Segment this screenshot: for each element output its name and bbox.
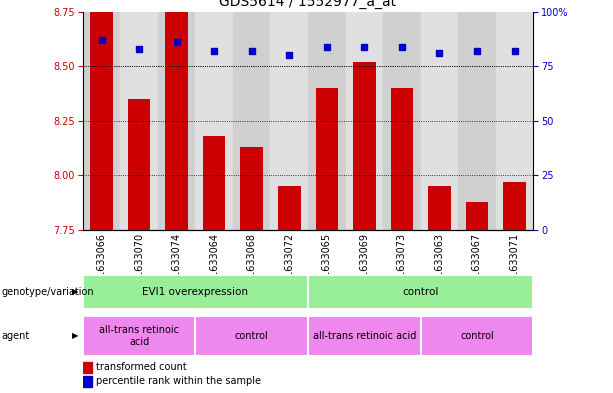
Point [472,48,482,54]
Text: all-trans retinoic
acid: all-trans retinoic acid [99,325,179,347]
Point [359,44,369,50]
Title: GDS5614 / 1552977_a_at: GDS5614 / 1552977_a_at [219,0,397,9]
Point [322,44,332,50]
Bar [278,186,300,230]
Bar [316,88,338,230]
Bar [158,12,196,230]
Bar [353,62,376,230]
Text: percentile rank within the sample: percentile rank within the sample [96,376,261,386]
Text: EVI1 overexpression: EVI1 overexpression [142,287,248,297]
Text: transformed count: transformed count [96,362,187,372]
Text: all-trans retinoic acid: all-trans retinoic acid [313,331,416,341]
Bar [83,376,92,387]
Bar [458,12,496,230]
Text: agent: agent [1,331,29,341]
Bar [346,12,383,230]
Bar [83,275,308,309]
Bar [308,275,533,309]
Bar [120,12,158,230]
Point [172,39,181,46]
Text: genotype/variation: genotype/variation [1,287,94,297]
Point [509,48,519,54]
Bar [308,316,421,356]
Bar [503,182,526,230]
Bar [270,12,308,230]
Bar [421,12,458,230]
Point [209,48,219,54]
Bar [233,12,270,230]
Bar [421,316,533,356]
Bar [390,88,413,230]
Bar [203,136,226,230]
Point [284,52,294,59]
Bar [196,12,233,230]
Text: control: control [460,331,494,341]
Point [435,50,444,56]
Bar [83,362,92,373]
Point [134,46,144,52]
Bar [308,12,346,230]
Bar [428,186,451,230]
Text: ▶: ▶ [72,287,78,296]
Point [397,44,407,50]
Point [247,48,257,54]
Bar [466,202,488,230]
Bar [128,99,150,230]
Bar [496,12,533,230]
Point [97,37,107,43]
Bar [240,147,263,230]
Bar [83,12,120,230]
Text: control: control [403,287,439,297]
Bar [166,0,188,230]
Text: ▶: ▶ [72,332,78,340]
Bar [83,316,196,356]
Bar [196,316,308,356]
Text: control: control [235,331,268,341]
Bar [383,12,421,230]
Bar [90,0,113,230]
